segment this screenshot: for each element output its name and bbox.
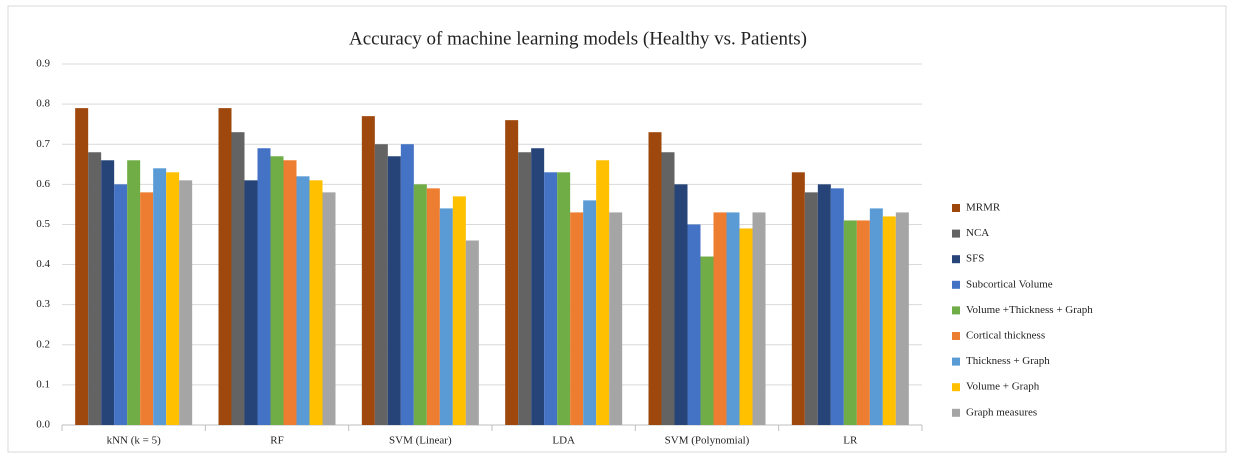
legend-swatch	[952, 408, 960, 417]
bar	[518, 152, 532, 425]
bar	[400, 144, 414, 425]
bar	[739, 228, 753, 425]
legend-label: Cortical thickness	[966, 330, 1045, 342]
y-tick-label: 0.2	[36, 338, 50, 350]
legend-swatch	[952, 229, 960, 238]
legend-swatch	[952, 357, 960, 366]
x-tick-label: kNN (k = 5)	[107, 435, 162, 447]
bar	[75, 108, 89, 425]
legend-label: SFS	[966, 253, 984, 265]
bar	[817, 184, 831, 425]
y-tick-label: 0.1	[36, 378, 50, 390]
bar	[856, 220, 870, 425]
bar	[583, 200, 597, 425]
bar	[283, 160, 297, 425]
bar	[309, 180, 323, 425]
bar	[257, 148, 271, 425]
bar	[596, 160, 610, 425]
bar	[270, 156, 284, 425]
bar	[140, 192, 154, 425]
bar	[413, 184, 427, 425]
bar	[361, 116, 375, 426]
y-tick-label: 0.3	[36, 298, 50, 310]
legend-label: Subcortical Volume	[966, 278, 1053, 290]
y-tick-label: 0.7	[36, 138, 50, 150]
x-tick-label: RF	[270, 435, 283, 447]
bar	[531, 148, 545, 425]
legend-swatch	[952, 280, 960, 289]
y-tick-label: 0.8	[36, 98, 50, 110]
bar	[114, 184, 128, 425]
legend-label: Volume + Graph	[966, 381, 1040, 393]
bar	[570, 212, 584, 425]
x-tick-label: LDA	[552, 435, 575, 447]
bar	[752, 212, 766, 425]
bar	[426, 188, 440, 425]
legend-label: Thickness + Graph	[966, 355, 1050, 367]
bar	[452, 196, 466, 425]
bar	[218, 108, 232, 425]
bar	[661, 152, 675, 425]
bar	[557, 172, 571, 425]
bar	[700, 256, 714, 425]
legend-swatch	[952, 204, 960, 212]
x-tick-label: LR	[843, 435, 858, 447]
bar	[687, 224, 701, 425]
bar	[882, 216, 896, 425]
bar	[101, 160, 115, 425]
bar	[726, 212, 740, 425]
bar	[505, 120, 519, 426]
bar	[674, 184, 688, 425]
legend-swatch	[952, 383, 960, 392]
bar	[244, 180, 258, 425]
bar	[166, 172, 180, 425]
x-tick-label: SVM (Linear)	[389, 435, 452, 447]
bar	[374, 144, 388, 425]
legend-label: Volume +Thickness + Graph	[966, 304, 1093, 316]
bar	[322, 192, 336, 425]
bar	[609, 212, 623, 425]
chart-title: Accuracy of machine learning models (Hea…	[349, 28, 807, 49]
bar	[153, 168, 167, 426]
legend-swatch	[952, 306, 960, 315]
legend-swatch	[952, 332, 960, 340]
bar	[179, 180, 193, 425]
bar	[465, 240, 479, 425]
bar	[127, 160, 141, 425]
x-tick-label: SVM (Polynomial)	[665, 435, 750, 447]
y-tick-label: 0.4	[36, 258, 50, 270]
bar	[895, 212, 909, 425]
bar	[231, 132, 245, 425]
bar	[713, 212, 727, 425]
legend-label: NCA	[966, 227, 989, 239]
y-tick-label: 0.9	[36, 58, 50, 70]
bar	[387, 156, 401, 425]
bar	[843, 220, 857, 425]
bar	[296, 176, 310, 425]
legend-label: MRMR	[966, 202, 1001, 214]
y-tick-label: 0.6	[36, 178, 50, 190]
bar	[648, 132, 662, 425]
bar	[869, 208, 883, 425]
bar	[830, 188, 844, 425]
bar	[439, 208, 453, 425]
bar	[88, 152, 102, 425]
y-tick-label: 0.0	[36, 419, 50, 431]
bar	[804, 192, 818, 425]
legend-swatch	[952, 255, 960, 264]
y-tick-label: 0.5	[36, 218, 50, 230]
legend-label: Graph measures	[966, 406, 1037, 418]
bar	[791, 172, 805, 425]
bar	[544, 172, 558, 425]
